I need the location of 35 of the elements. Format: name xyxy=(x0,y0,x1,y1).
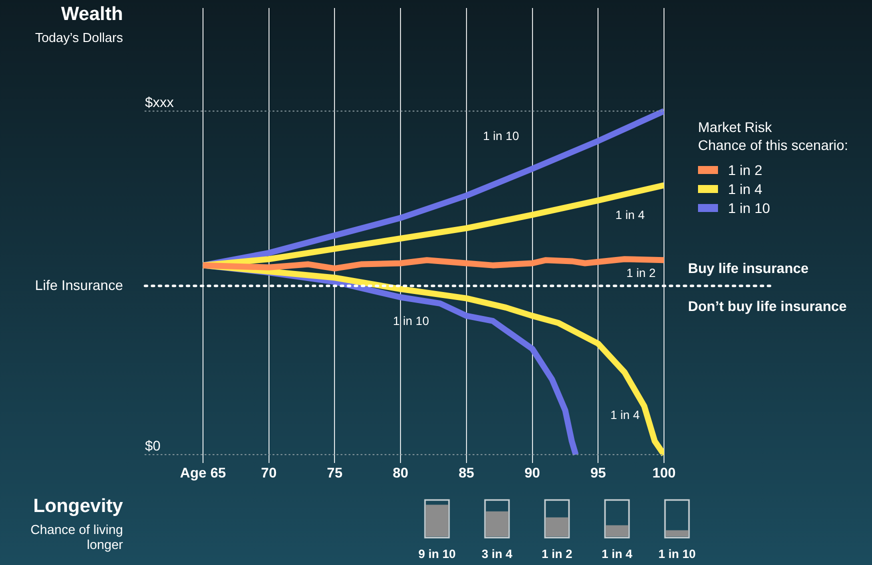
bar xyxy=(546,517,568,537)
annotation: 1 in 4 xyxy=(610,408,640,422)
bar xyxy=(486,511,508,537)
x-tick-label: 9 in 10 xyxy=(418,547,456,562)
chart-title: Wealth xyxy=(61,4,123,26)
x-tick-label: 90 xyxy=(524,464,540,480)
text: Chance of living longer xyxy=(30,522,123,552)
annotation: 1 in 2 xyxy=(626,266,656,280)
annotation: 1 in 10 xyxy=(482,129,520,143)
x-tick-label: 70 xyxy=(261,464,277,480)
ref-line-label: $xxx xyxy=(145,94,174,110)
x-tick-label: 75 xyxy=(326,464,343,480)
text: Don’t buy life insurance xyxy=(688,298,847,314)
bar xyxy=(606,525,628,537)
ref-line-label: $0 xyxy=(145,437,161,454)
x-tick-label: 85 xyxy=(458,464,474,480)
chart-subtitle: Today’s Dollars xyxy=(34,30,123,45)
legend-label: 1 in 10 xyxy=(728,200,770,216)
text: Buy life insurance xyxy=(688,260,809,276)
x-tick-label: 95 xyxy=(590,464,606,480)
x-tick-label: 1 in 4 xyxy=(602,547,633,562)
legend-title: Market Risk Chance of this scenario: xyxy=(698,118,848,154)
legend-label: 1 in 2 xyxy=(728,162,762,178)
x-tick-label: 80 xyxy=(392,464,409,480)
ref-line-label: Life Insurance xyxy=(35,276,124,293)
annotation: 1 in 4 xyxy=(615,208,645,222)
annotation: 1 in 10 xyxy=(392,314,430,328)
x-tick-label: 1 in 10 xyxy=(658,547,696,562)
bar xyxy=(666,530,688,537)
legend-label: 1 in 4 xyxy=(728,180,762,196)
x-axis-title: Longevity xyxy=(33,496,123,518)
x-tick-label: 1 in 2 xyxy=(542,547,573,562)
x-tick-label: Age 65 xyxy=(180,464,226,480)
x-tick-label: 3 in 4 xyxy=(482,547,513,562)
x-tick-label: 100 xyxy=(652,464,676,480)
